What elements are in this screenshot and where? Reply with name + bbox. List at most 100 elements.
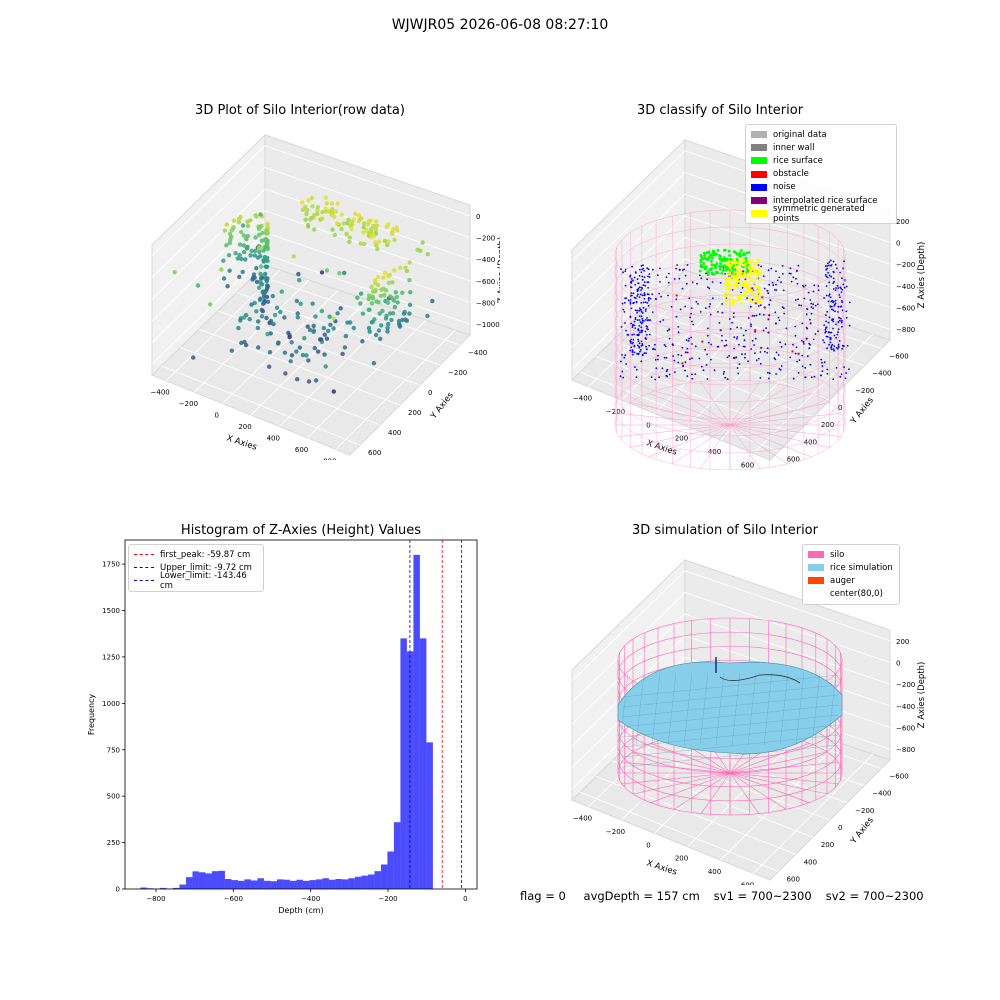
scatter-point [324,268,330,273]
noise-point [663,344,666,346]
noise-point [665,370,668,373]
symmetric-point [735,274,738,278]
noise-point [636,352,638,355]
noise-point [833,349,835,352]
scatter-point [338,306,343,311]
scatter-point [392,268,397,273]
noise-point [644,310,647,312]
noise-point [631,353,634,356]
noise-point [837,311,839,313]
symmetric-point [742,259,746,262]
histogram-bar [374,871,381,889]
noise-point [732,316,735,318]
noise-point [778,368,781,370]
noise-point [664,345,667,348]
noise-point [804,366,807,369]
noise-point [736,326,738,329]
noise-point [636,278,639,280]
rice-point [745,251,749,255]
z-tick-label: −1000 [476,321,500,329]
z-tick-label: 200 [896,218,909,226]
noise-point [704,307,707,310]
rice-point [713,253,716,257]
panel2-3d-classify: −400 −200 0 200 400 600 600 400 200 0 −200 −400 −600… [571,138,927,470]
mesh-line [621,744,839,768]
y-gridline [579,791,779,872]
scatter-point [221,258,226,263]
symmetric-point [728,273,731,276]
noise-point [726,378,729,380]
symmetric-point [729,276,732,280]
histogram-bar [224,878,232,889]
noise-point [810,302,813,305]
histogram-bar [341,879,349,889]
histogram-bar [400,638,407,889]
noise-point [686,347,689,350]
legend-label: auger [830,575,855,586]
noise-point [830,347,832,349]
noise-point [716,346,719,348]
noise-point [708,287,711,290]
noise-point [843,366,845,368]
noise-point [721,311,724,314]
scatter-point [335,221,340,226]
noise-point [630,282,633,284]
scatter-point [386,280,392,286]
y-axis-label: Y Axies [848,395,876,427]
noise-point [832,309,835,312]
noise-point [778,319,781,322]
x-tick-label: 800 [323,457,336,460]
symmetric-point [756,291,760,294]
silo-spoke [729,413,842,426]
noise-point [678,277,681,280]
noise-point [646,326,649,328]
scatter-point [257,232,262,237]
scatter-point [312,227,317,232]
noise-point [794,352,797,355]
noise-point [807,291,810,294]
noise-point [666,368,669,371]
symmetric-point [740,274,744,278]
scatter-point [224,243,229,248]
symmetric-point [730,295,734,298]
silo-spoke [729,424,842,437]
noise-point [637,289,640,291]
scatter-point [382,238,388,244]
symmetric-point [752,271,755,275]
scatter-point [253,248,258,253]
noise-point [814,304,817,307]
noise-point [641,312,644,314]
noise-point [685,339,688,341]
noise-point [745,329,747,332]
symmetric-point [757,258,761,262]
noise-point [796,360,798,363]
interp-point [742,270,745,273]
scatter-point [323,195,329,200]
scatter-point [253,235,258,240]
noise-point [772,284,775,287]
noise-point [709,303,711,305]
silo-spoke [621,772,731,785]
symmetric-point [735,285,739,289]
noise-point [733,347,735,350]
noise-point [627,334,630,336]
noise-point [759,362,762,365]
noise-point [829,259,832,262]
noise-point [632,341,635,344]
obstacle-point [701,340,704,343]
noise-point [623,356,626,359]
noise-point [736,367,739,369]
noise-point [631,350,634,352]
noise-point [620,268,622,270]
scatter-point [396,318,402,324]
noise-point [770,267,773,270]
scatter-point [315,205,320,210]
noise-point [630,346,633,349]
noise-point [825,268,828,271]
noise-point [680,354,683,357]
noise-point [639,321,642,324]
noise-point [675,267,677,270]
scatter-point [225,284,230,289]
scatter-point [254,279,260,285]
noise-point [634,271,637,273]
